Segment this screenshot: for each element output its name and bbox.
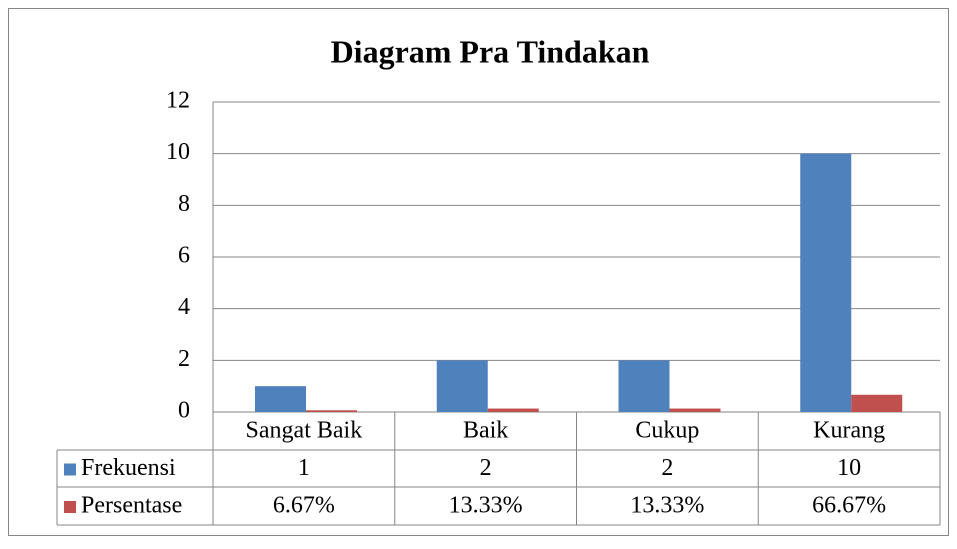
bar	[851, 394, 903, 412]
bar	[800, 153, 852, 412]
x-tick-label: Cukup	[635, 418, 699, 444]
y-tick-label: 10	[166, 139, 190, 165]
y-tick-label: 6	[178, 243, 190, 269]
legend-label: Frekuensi	[81, 455, 176, 481]
y-tick-label: 0	[178, 398, 190, 424]
table-cell: 2	[480, 455, 492, 481]
y-tick-label: 8	[178, 191, 190, 217]
y-tick-label: 2	[178, 346, 190, 372]
legend-swatch	[64, 463, 76, 476]
chart-title: Diagram Pra Tindakan	[331, 33, 650, 69]
bar	[487, 408, 539, 412]
y-tick-label: 12	[166, 88, 190, 114]
bar	[669, 408, 721, 412]
bar	[255, 386, 306, 412]
table-cell: 6.67%	[273, 493, 335, 519]
bar	[436, 360, 488, 412]
bar	[306, 410, 357, 412]
bar	[618, 360, 670, 412]
table-cell: 13.33%	[630, 493, 704, 519]
table-cell: 10	[837, 455, 861, 481]
legend-swatch	[64, 501, 76, 513]
table-cell: 1	[298, 455, 310, 481]
table-cell: 13.33%	[449, 493, 523, 519]
table-cell: 2	[661, 455, 673, 481]
x-tick-label: Sangat Baik	[246, 418, 363, 444]
x-tick-label: Baik	[463, 418, 508, 444]
x-tick-label: Kurang	[813, 418, 885, 444]
y-tick-label: 4	[178, 294, 190, 320]
legend-label: Persentase	[81, 493, 182, 519]
chart-border	[8, 8, 949, 536]
table-cell: 66.67%	[812, 493, 886, 519]
